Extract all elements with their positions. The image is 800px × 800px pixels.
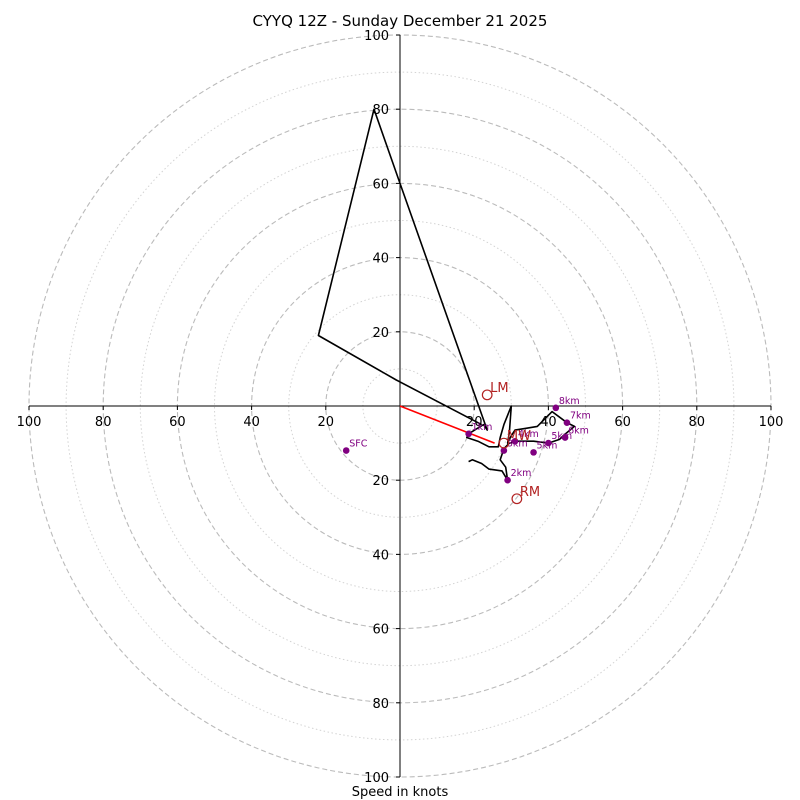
height-marker-sfc bbox=[342, 447, 350, 454]
height-label-7km: 7km bbox=[570, 411, 591, 422]
height-markers: SFC1km2km3km4km5km5km6km7km8km bbox=[342, 396, 591, 484]
y-tick-label: 100 bbox=[364, 771, 389, 786]
y-tick-label: 60 bbox=[372, 623, 389, 638]
hodograph-trace bbox=[317, 108, 576, 482]
storm-motion-mw-label: MW bbox=[507, 429, 531, 444]
x-tick-label: 40 bbox=[243, 415, 260, 430]
y-tick-label: 40 bbox=[372, 252, 389, 267]
height-label-5km: 5km bbox=[551, 431, 572, 442]
height-marker-5km bbox=[530, 449, 537, 456]
storm-motion-lm-label: LM bbox=[490, 381, 508, 396]
storm-motion-lm-marker bbox=[481, 389, 493, 401]
height-marker-1km bbox=[465, 430, 472, 438]
hodograph-line bbox=[317, 108, 576, 482]
height-marker-3km bbox=[500, 447, 508, 454]
y-tick-label: 100 bbox=[364, 29, 389, 44]
height-label-4km: 4km bbox=[518, 429, 539, 440]
x-tick-label: 60 bbox=[614, 415, 631, 430]
y-tick-label: 20 bbox=[372, 474, 389, 489]
height-marker-5km bbox=[545, 439, 552, 447]
tick-labels: 100 80 60 40 20 20 40 60 80 100100806040202040608… bbox=[17, 29, 784, 786]
storm-motions: LM RM MW bbox=[481, 381, 540, 505]
x-tick-label: 20 bbox=[318, 415, 335, 430]
height-label-6km: 6km bbox=[568, 426, 589, 437]
x-tick-label: 40 bbox=[540, 415, 557, 430]
height-marker-8km bbox=[552, 404, 560, 412]
height-label-2km: 2km bbox=[511, 468, 532, 479]
x-tick-label: 80 bbox=[689, 415, 706, 430]
height-marker-2km bbox=[504, 476, 511, 484]
height-marker-4km bbox=[511, 437, 519, 445]
mean-wind-vector bbox=[399, 405, 495, 444]
x-tick-label: 100 bbox=[759, 415, 784, 430]
storm-motion-rm-marker bbox=[511, 493, 523, 505]
storm-motion-mw-marker bbox=[498, 437, 510, 449]
height-label-8km: 8km bbox=[559, 396, 580, 407]
y-tick-label: 20 bbox=[372, 326, 389, 341]
height-marker-7km bbox=[563, 419, 571, 426]
y-tick-label: 60 bbox=[372, 177, 389, 192]
height-label-3km: 3km bbox=[507, 439, 528, 450]
x-tick-label: 100 bbox=[17, 415, 42, 430]
height-label-sfc: SFC bbox=[349, 439, 367, 450]
x-axis-label: Speed in knots bbox=[352, 785, 449, 800]
x-tick-label: 60 bbox=[169, 415, 186, 430]
height-label-1km: 1km bbox=[472, 422, 493, 433]
chart-title: CYYQ 12Z - Sunday December 21 2025 bbox=[253, 12, 548, 30]
storm-motion-rm-label: RM bbox=[520, 485, 540, 500]
y-tick-label: 40 bbox=[372, 548, 389, 563]
y-tick-label: 80 bbox=[372, 697, 389, 712]
height-marker-6km bbox=[561, 434, 569, 441]
mean-wind-line bbox=[399, 405, 495, 444]
x-tick-label: 80 bbox=[95, 415, 112, 430]
